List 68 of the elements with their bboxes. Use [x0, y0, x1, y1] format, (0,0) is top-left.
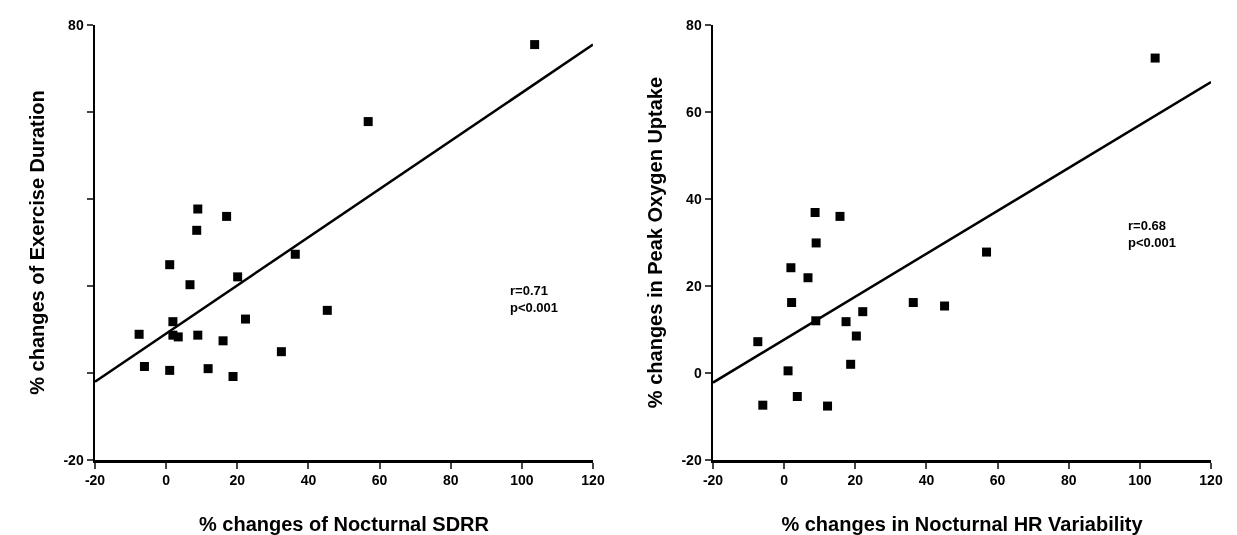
point: [841, 317, 851, 327]
point: [982, 247, 992, 257]
point: [203, 364, 213, 374]
point: [290, 249, 300, 259]
point: [835, 211, 845, 221]
x-tick-label: -20: [84, 472, 106, 489]
point: [173, 332, 183, 342]
annotation: r=0.71 p<0.001: [510, 283, 559, 315]
point: [363, 117, 373, 127]
point: [276, 347, 286, 357]
x-tick-label: 60: [989, 472, 1006, 489]
x-axis-title: % changes in Nocturnal HR Variability: [781, 513, 1144, 535]
point: [228, 371, 238, 381]
x-tick-label: 80: [1060, 472, 1077, 489]
point: [193, 204, 203, 214]
point: [530, 40, 540, 50]
point: [787, 298, 797, 308]
x-tick-label: 0: [162, 472, 171, 489]
point: [218, 336, 228, 346]
point: [165, 260, 175, 270]
point: [940, 301, 950, 311]
point: [193, 330, 203, 340]
point: [846, 359, 856, 369]
point: [851, 331, 861, 341]
point: [1150, 53, 1160, 63]
x-tick-label: 40: [918, 472, 935, 489]
point: [139, 361, 149, 371]
point: [192, 225, 202, 235]
y-axis-title: % changes of Exercise Duration: [25, 90, 48, 395]
x-tick-label: 20: [847, 472, 864, 489]
x-tick-label: 120: [581, 472, 605, 489]
point: [783, 366, 793, 376]
point: [811, 238, 821, 248]
x-tick-label: 0: [780, 472, 789, 489]
y-tick-label: 40: [686, 190, 702, 207]
point: [134, 329, 144, 339]
point: [185, 280, 195, 290]
x-tick-label: 40: [300, 472, 317, 489]
point: [753, 337, 763, 347]
x-tick-label: 20: [229, 472, 246, 489]
y-tick-label: 80: [686, 16, 702, 33]
x-axis-title: % changes of Nocturnal SDRR: [198, 513, 490, 535]
annotation: r=0.68 p<0.001: [1128, 218, 1177, 250]
y-tick-label: 0: [693, 364, 702, 381]
point: [165, 365, 175, 375]
x-tick-label: 100: [510, 472, 534, 489]
point: [810, 207, 820, 217]
x-tick-label: -20: [702, 472, 724, 489]
point: [858, 307, 868, 317]
y-tick-label: -20: [681, 451, 702, 468]
point: [233, 272, 243, 282]
point: [758, 400, 768, 410]
x-tick-label: 100: [1128, 472, 1152, 489]
point: [908, 298, 918, 308]
point: [786, 263, 796, 273]
x-tick-label: 120: [1199, 472, 1223, 489]
point: [803, 273, 813, 283]
y-axis-title: % changes in Peak Oxygen Uptake: [643, 76, 666, 409]
point: [792, 391, 802, 401]
point: [168, 317, 178, 327]
point: [222, 211, 232, 221]
y-tick-label: 20: [686, 277, 702, 294]
y-tick-label: 60: [686, 103, 702, 120]
point: [240, 314, 250, 324]
point: [322, 305, 332, 315]
x-tick-label: 80: [442, 472, 459, 489]
point: [823, 401, 833, 411]
x-tick-label: 60: [371, 472, 388, 489]
